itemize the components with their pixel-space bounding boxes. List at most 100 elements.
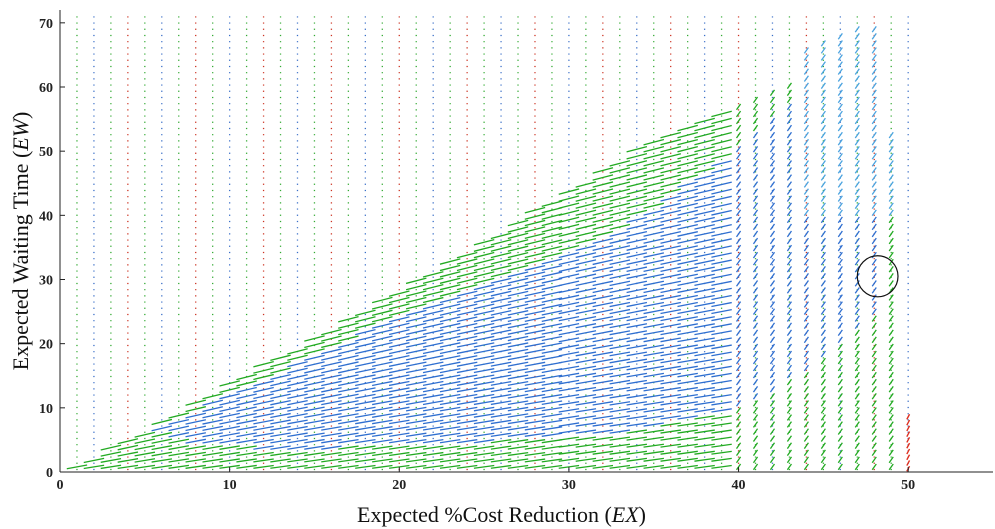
vector-segment (473, 316, 495, 323)
vector-segment (769, 364, 776, 372)
vector-segment (575, 202, 597, 209)
vector-segment (786, 103, 793, 111)
vector-segment (219, 451, 240, 457)
vector-segment (609, 330, 631, 336)
vector-segment (854, 301, 860, 308)
vector-segment (735, 209, 742, 217)
vector-segment (854, 68, 860, 75)
y-axis-label-end: ) (8, 112, 33, 119)
vector-segment (803, 47, 809, 54)
vector-segment (524, 348, 546, 354)
vector-segment (803, 223, 809, 231)
vector-segment (405, 355, 427, 361)
vector-segment (507, 393, 529, 399)
vector-segment (820, 75, 826, 82)
vector-segment (592, 330, 614, 336)
vector-segment (871, 223, 877, 231)
vector-segment (871, 258, 877, 266)
vector-segment (711, 394, 732, 399)
vector-segment (677, 308, 698, 315)
vector-segment (677, 174, 698, 181)
vector-segment (304, 406, 325, 412)
vector-segment (338, 322, 359, 329)
vector-segment (711, 408, 732, 413)
vector-segment (524, 271, 546, 278)
vector-segment (786, 167, 793, 174)
vector-segment (888, 223, 894, 231)
vector-segment (820, 371, 826, 379)
vector-segment (575, 443, 597, 448)
vector-segment (355, 316, 376, 323)
vector-segment (803, 315, 809, 322)
vector-segment (592, 245, 614, 252)
vector-segment (854, 230, 860, 238)
vector-segment (803, 301, 809, 308)
vector-segment (253, 425, 274, 431)
vector-segment (837, 117, 843, 125)
vector-segment (871, 385, 877, 393)
vector-segment (609, 401, 631, 406)
vector-segment (660, 266, 682, 272)
vector-segment (388, 380, 410, 387)
vector-segment (490, 406, 512, 412)
vector-segment (372, 406, 393, 412)
vector-segment (643, 323, 665, 329)
vector-segment (677, 330, 698, 336)
vector-segment (405, 387, 427, 393)
vector-segment (677, 344, 698, 350)
vector-segment (643, 450, 664, 455)
vector-segment (168, 464, 190, 469)
vector-segment (524, 458, 546, 463)
vector-segment (388, 426, 410, 431)
vector-segment (752, 350, 759, 358)
vector-segment (786, 378, 793, 386)
vector-segment (643, 464, 664, 469)
vector-segment (609, 181, 631, 188)
vector-segment (752, 110, 759, 118)
vector-segment (871, 54, 877, 61)
vector-segment (871, 435, 877, 442)
vector-segment (270, 354, 291, 362)
vector-segment (711, 266, 732, 272)
vector-segment (541, 297, 563, 303)
vector-segment (575, 266, 597, 273)
vector-segment (558, 287, 580, 294)
vector-segment (711, 358, 732, 364)
vector-segment (202, 458, 223, 463)
vector-segment (735, 280, 742, 287)
vector-segment (609, 316, 631, 322)
vector-segment (803, 160, 809, 167)
vector-segment (769, 181, 776, 188)
vector-segment (677, 223, 698, 230)
vector-segment (820, 273, 826, 280)
vector-segment (769, 393, 776, 400)
vector-segment (626, 457, 648, 462)
vector-segment (888, 449, 894, 457)
vector-segment (888, 138, 894, 146)
vector-segment (202, 399, 224, 406)
vector-segment (677, 202, 698, 209)
vector-segment (473, 284, 495, 291)
vector-segment (575, 308, 597, 315)
vector-segment (202, 445, 223, 450)
vector-segment (735, 124, 742, 132)
vector-segment (219, 445, 240, 450)
vector-segment (888, 294, 894, 301)
vector-segment (422, 348, 444, 355)
vector-segment (677, 160, 698, 167)
vector-segment (609, 408, 631, 413)
vector-segment (871, 407, 877, 414)
vector-segment (888, 414, 894, 421)
vector-segment (803, 449, 809, 457)
vector-segment (786, 414, 793, 421)
vector-segment (338, 400, 359, 406)
vector-segment (871, 160, 877, 167)
vector-segment (871, 96, 877, 104)
vector-segment (735, 294, 742, 301)
vector-segment (541, 361, 563, 367)
vector-segment (626, 181, 648, 188)
x-tick-label: 0 (57, 478, 64, 493)
vector-segment (405, 322, 427, 329)
vector-segment (735, 230, 742, 238)
